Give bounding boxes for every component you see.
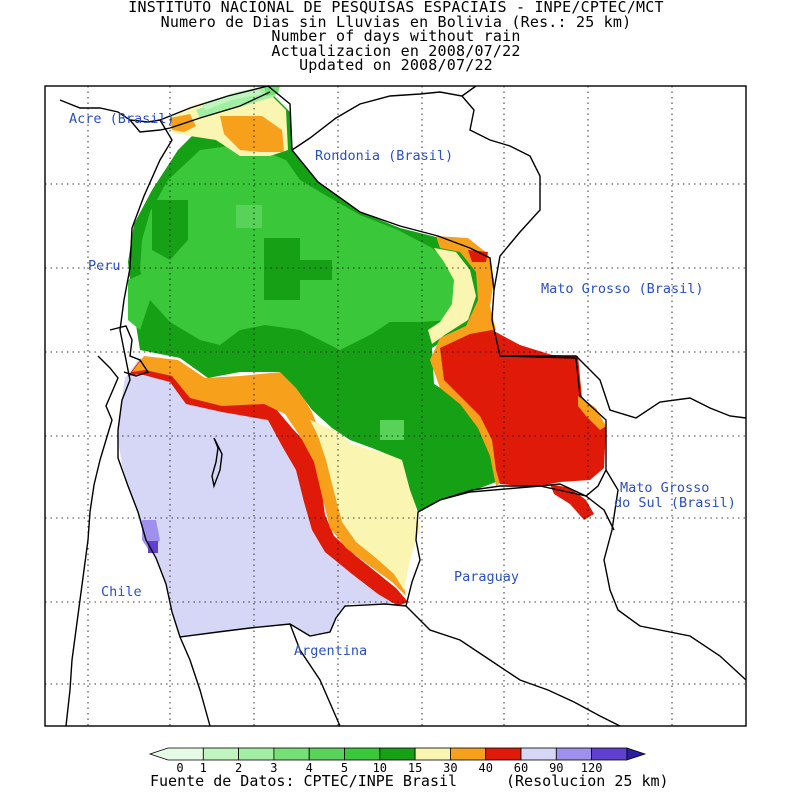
region-120-plus-days bbox=[148, 541, 158, 553]
legend-swatch-2 bbox=[238, 747, 275, 761]
map-area bbox=[118, 86, 606, 637]
label-mato-grosso-sul-1: Mato Grosso bbox=[620, 480, 709, 496]
title-block: INSTITUTO NACIONAL DE PESQUISAS ESPACIAI… bbox=[0, 0, 792, 73]
legend-tick-2: 2 bbox=[235, 761, 242, 775]
region-5-10-west bbox=[128, 272, 150, 330]
legend-swatch-0 bbox=[148, 747, 204, 761]
legend-swatch-13 bbox=[626, 747, 647, 761]
resolution-text: (Resolucion 25 km) bbox=[506, 772, 669, 790]
region-4-5-patch-a bbox=[236, 205, 262, 228]
label-chile: Chile bbox=[101, 584, 142, 600]
legend-tick-10: 10 bbox=[373, 761, 387, 775]
legend-tick-0: 0 bbox=[176, 761, 183, 775]
legend-swatch-12 bbox=[591, 747, 628, 761]
legend-tick-1: 1 bbox=[200, 761, 207, 775]
border-acre bbox=[129, 91, 271, 133]
border-argentina bbox=[405, 605, 621, 727]
border-mato-grosso-sul bbox=[603, 469, 747, 681]
region-30-40-se-edge bbox=[578, 396, 606, 430]
legend-tick-30: 30 bbox=[443, 761, 457, 775]
legend-swatch-10 bbox=[520, 747, 557, 761]
border-peru-brasil bbox=[59, 99, 161, 123]
legend-swatch-5 bbox=[344, 747, 381, 761]
region-15-30-east bbox=[428, 248, 476, 344]
legend-tick-4: 4 bbox=[306, 761, 313, 775]
title-line-5: Updated on 2008/07/22 bbox=[299, 56, 493, 75]
legend-swatch-4 bbox=[308, 747, 345, 761]
border-peru-chile bbox=[65, 355, 119, 727]
legend-tick-90: 90 bbox=[549, 761, 563, 775]
map-frame bbox=[44, 85, 747, 727]
region-40-60-southeast bbox=[550, 484, 594, 520]
title-line-4: Actualizacion en 2008/07/22 bbox=[271, 41, 521, 60]
title-line-3: Number of days without rain bbox=[271, 27, 521, 46]
legend-swatch-1 bbox=[202, 747, 240, 761]
label-paraguay: Paraguay bbox=[454, 569, 519, 585]
border-rondonia bbox=[291, 91, 541, 291]
label-rondonia: Rondonia (Brasil) bbox=[315, 148, 453, 164]
region-40-60-northeast bbox=[468, 250, 488, 262]
label-acre: Acre (Brasil) bbox=[69, 111, 175, 127]
legend-tick-3: 3 bbox=[270, 761, 277, 775]
region-40-60-east bbox=[440, 330, 606, 486]
legend-tick-5: 5 bbox=[341, 761, 348, 775]
border-south-edge bbox=[289, 623, 341, 727]
legend-swatch-7 bbox=[414, 747, 451, 761]
region-4-5-patch-b bbox=[380, 420, 404, 440]
legend: 0 1 2 3 4 5 10 15 30 40 60 90 120 bbox=[148, 747, 647, 775]
legend-tick-40: 40 bbox=[478, 761, 492, 775]
legend-tick-15: 15 bbox=[408, 761, 422, 775]
country-borders bbox=[59, 85, 747, 727]
legend-swatch-9 bbox=[485, 747, 522, 761]
region-60-90-days bbox=[118, 358, 405, 637]
legend-swatch-11 bbox=[555, 747, 592, 761]
legend-tick-60: 60 bbox=[514, 761, 528, 775]
border-argentina-west bbox=[179, 636, 211, 727]
legend-swatch-8 bbox=[449, 747, 487, 761]
label-mato-grosso: Mato Grosso (Brasil) bbox=[541, 281, 704, 297]
border-mato-grosso bbox=[500, 355, 747, 419]
legend-swatch-3 bbox=[273, 747, 310, 761]
border-north-edge bbox=[461, 85, 477, 97]
legend-swatch-6 bbox=[379, 747, 416, 761]
border-paraguay bbox=[417, 485, 615, 531]
region-30-40-north-a bbox=[220, 116, 284, 152]
region-15-30-south bbox=[310, 420, 420, 590]
border-bolivia bbox=[117, 85, 607, 638]
label-peru: Peru bbox=[88, 258, 121, 274]
legend-tick-120: 120 bbox=[581, 761, 603, 775]
label-mato-grosso-sul-2: do Sul (Brasil) bbox=[614, 495, 736, 511]
border-titicaca bbox=[109, 325, 150, 377]
region-10-15-cluster-a bbox=[264, 238, 332, 300]
region-40-60-southwest bbox=[128, 360, 408, 606]
region-30-40-southwest bbox=[132, 356, 406, 596]
title-line-2: Numero de Dias sin Lluvias en Bolivia (R… bbox=[160, 12, 632, 31]
lake-poopo-outline bbox=[211, 437, 223, 489]
region-5-10-north bbox=[140, 145, 470, 350]
region-1-2-top bbox=[200, 88, 262, 110]
data-source-text: Fuente de Datos: CPTEC/INPE Brasil bbox=[150, 772, 458, 790]
label-argentina: Argentina bbox=[294, 643, 367, 659]
title-line-1: INSTITUTO NACIONAL DE PESQUISAS ESPACIAI… bbox=[128, 0, 664, 16]
map-grid bbox=[45, 86, 746, 726]
